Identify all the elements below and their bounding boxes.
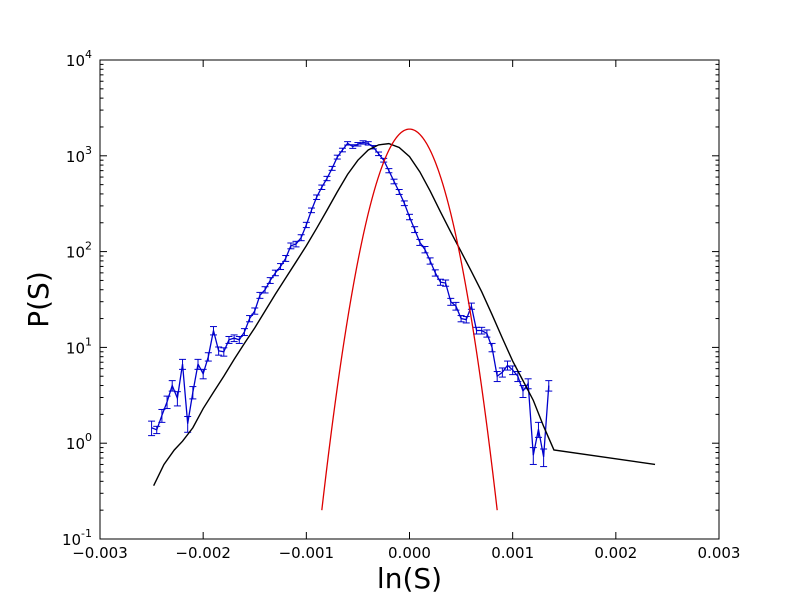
x-tick-label: 0.002 xyxy=(594,544,637,562)
x-tick-label: 0.003 xyxy=(698,544,741,562)
x-tick-label: −0.001 xyxy=(279,544,335,562)
y-tick-label: 10-1 xyxy=(62,527,92,549)
series-2 xyxy=(321,128,498,511)
y-tick-base: 10 xyxy=(66,244,85,262)
y-tick-label: 102 xyxy=(66,240,92,262)
x-axis-label: ln(S) xyxy=(377,562,442,595)
x-tick-label: −0.002 xyxy=(175,544,231,562)
y-tick-base: 10 xyxy=(66,435,85,453)
x-axis: −0.003 −0.002 −0.001 0.000 0.001 0.002 0.003 xyxy=(72,60,740,562)
plot-frame xyxy=(99,59,720,540)
y-tick-label: 104 xyxy=(66,48,92,70)
y-axis-label: P(S) xyxy=(22,271,55,328)
y-tick-exponent: 2 xyxy=(85,240,92,253)
model-line xyxy=(153,142,656,487)
data-line xyxy=(151,141,550,457)
y-tick-exponent: 4 xyxy=(85,48,92,61)
x-tick-label: 0.001 xyxy=(491,544,534,562)
y-tick-exponent: 1 xyxy=(85,335,92,348)
x-tick-label: 0.000 xyxy=(388,544,431,562)
series-0 xyxy=(148,140,553,468)
x-tick-label: −0.003 xyxy=(72,544,128,562)
y-tick-base: 10 xyxy=(66,148,85,166)
y-tick-exponent: 3 xyxy=(85,144,92,157)
series-1 xyxy=(153,142,656,487)
y-tick-exponent: -1 xyxy=(81,527,92,540)
gaussian-fit-line xyxy=(321,128,498,511)
y-tick-base: 10 xyxy=(62,531,81,549)
y-tick-base: 10 xyxy=(66,339,85,357)
plot-area xyxy=(148,128,656,511)
y-tick-exponent: 0 xyxy=(85,431,92,444)
y-tick-label: 100 xyxy=(66,431,92,453)
y-tick-label: 101 xyxy=(66,335,92,357)
y-tick-base: 10 xyxy=(66,52,85,70)
y-tick-label: 103 xyxy=(66,144,92,166)
